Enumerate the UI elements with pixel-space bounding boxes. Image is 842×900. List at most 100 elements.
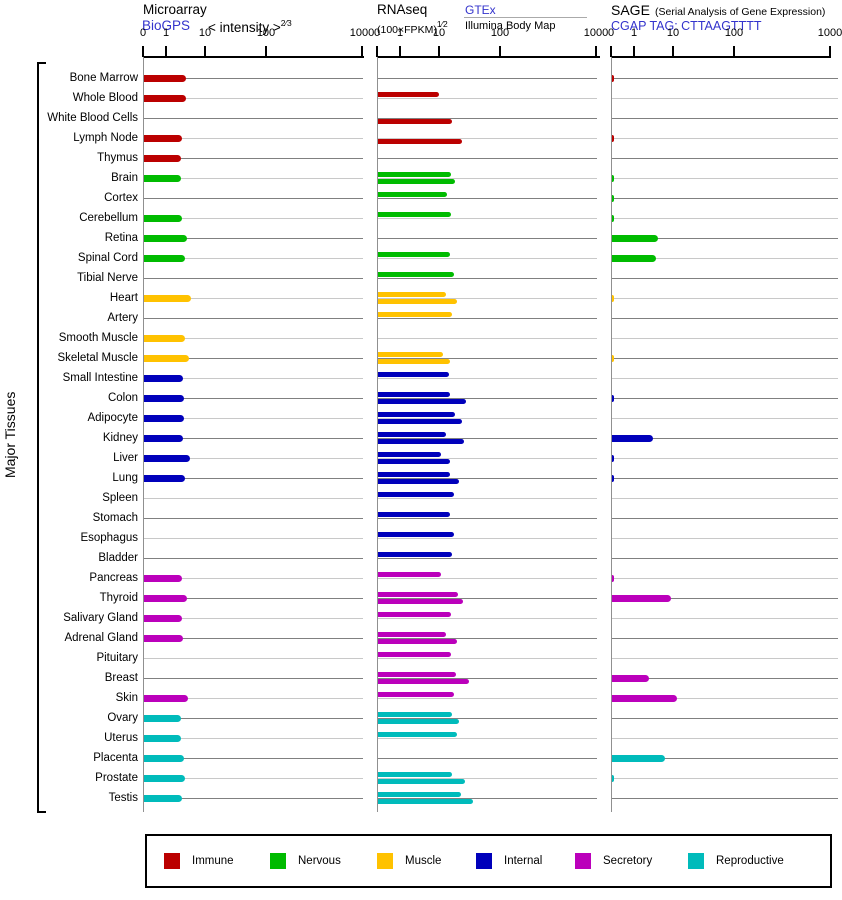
microarray-gridline (144, 458, 363, 459)
rnaseq-gridline (378, 278, 597, 279)
rnaseq-gridline (378, 258, 597, 259)
sage-gridline (612, 398, 838, 399)
gtex-link[interactable]: GTEx (465, 3, 496, 17)
sage-axis-tick (610, 46, 612, 57)
sage-axis-tick-label: 100 (724, 27, 744, 39)
sage-axis-tick (733, 46, 735, 57)
rnaseq-axis-tick (595, 46, 597, 57)
tissue-label-pancreas: Pancreas (89, 572, 138, 584)
legend-label-secretory: Secretory (603, 855, 653, 867)
microarray-gridline (144, 358, 363, 359)
rnaseq-illumina-bar-testis (378, 799, 474, 804)
microarray-axis-tick (165, 46, 167, 57)
rnaseq-gridline (378, 378, 597, 379)
rnaseq-gridline (378, 478, 597, 479)
sage-gridline (612, 478, 838, 479)
sage-gridline (612, 378, 838, 379)
microarray-axis-tick-label: 10 (198, 27, 212, 39)
microarray-bar-skin (144, 695, 189, 702)
rnaseq-gtex-bar-kidney (378, 432, 446, 437)
rnaseq-gtex-bar-heart (378, 292, 446, 297)
sage-axis-tick-label: 1 (630, 27, 638, 39)
microarray-bar-smooth-muscle (144, 335, 186, 342)
rnaseq-gridline (378, 798, 597, 799)
tissue-label-lung: Lung (112, 472, 138, 484)
sage-axis-line (611, 56, 831, 58)
microarray-gridline (144, 218, 363, 219)
sage-gridline (612, 598, 838, 599)
legend-label-immune: Immune (192, 855, 234, 867)
rnaseq-gtex-bar-whole-blood (378, 92, 440, 97)
rnaseq-gridline (378, 638, 597, 639)
tissue-label-adrenal-gland: Adrenal Gland (64, 632, 138, 644)
microarray-gridline (144, 498, 363, 499)
rnaseq-gtex-bar-pancreas (378, 572, 442, 577)
tissue-label-tibial-nerve: Tibial Nerve (77, 272, 138, 284)
microarray-gridline (144, 398, 363, 399)
sage-title: SAGE (611, 2, 650, 18)
rnaseq-gridline (378, 98, 597, 99)
rnaseq-gridline (378, 698, 597, 699)
microarray-bar-adipocyte (144, 415, 184, 422)
sage-gridline (612, 618, 838, 619)
rnaseq-illumina-bar-breast (378, 679, 470, 684)
sage-gridline (612, 278, 838, 279)
microarray-bar-adrenal-gland (144, 635, 184, 642)
sage-gridline (612, 158, 838, 159)
microarray-bar-lymph-node (144, 135, 182, 142)
rnaseq-gtex-bar-brain (378, 172, 451, 177)
microarray-bar-heart (144, 295, 191, 302)
microarray-gridline (144, 758, 363, 759)
rnaseq-gridline (378, 238, 597, 239)
biogps-link[interactable]: BioGPS (142, 18, 191, 33)
rnaseq-gtex-bar-stomach (378, 512, 450, 517)
rnaseq-illumina-bar-brain (378, 179, 455, 184)
microarray-gridline (144, 318, 363, 319)
legend-swatch-immune (164, 853, 180, 869)
microarray-gridline (144, 118, 363, 119)
rnaseq-gridline (378, 178, 597, 179)
microarray-gridline (144, 558, 363, 559)
microarray-gridline (144, 798, 363, 799)
microarray-panel-border (143, 57, 144, 812)
microarray-gridline (144, 658, 363, 659)
microarray-gridline (144, 738, 363, 739)
sage-axis-tick (829, 46, 831, 57)
rnaseq-axis-tick (399, 46, 401, 57)
sage-gridline (612, 318, 838, 319)
bracket (37, 62, 39, 813)
rnaseq-gridline (378, 298, 597, 299)
legend-label-nervous: Nervous (298, 855, 341, 867)
tissue-label-brain: Brain (111, 172, 138, 184)
rnaseq-gridline (378, 318, 597, 319)
rnaseq-title: RNAseq (377, 2, 428, 17)
tissue-label-lymph-node: Lymph Node (73, 132, 138, 144)
sage-gridline (612, 258, 838, 259)
microarray-unit-exponent: 2⁄3 (280, 18, 292, 28)
microarray-gridline (144, 418, 363, 419)
legend-label-reproductive: Reproductive (716, 855, 784, 867)
rnaseq-axis-tick-label: 10 (432, 27, 446, 39)
microarray-gridline (144, 98, 363, 99)
rnaseq-illumina-bar-adipocyte (378, 419, 463, 424)
microarray-title: Microarray (143, 2, 207, 17)
rnaseq-gtex-bar-adipocyte (378, 412, 455, 417)
rnaseq-gridline (378, 558, 597, 559)
rnaseq-gridline (378, 718, 597, 719)
rnaseq-gtex-bar-pituitary (378, 652, 451, 657)
rnaseq-gridline (378, 338, 597, 339)
rnaseq-illumina-bar-liver (378, 459, 450, 464)
legend-swatch-reproductive (688, 853, 704, 869)
microarray-bar-salivary-gland (144, 615, 182, 622)
legend-swatch-nervous (270, 853, 286, 869)
cgap-link[interactable]: CGAP TAG: CTTAAGTTTT (611, 19, 762, 33)
sage-gridline (612, 338, 838, 339)
rnaseq-gtex-bar-spinal-cord (378, 252, 450, 257)
gtex-underline (464, 17, 587, 18)
sage-gridline (612, 758, 838, 759)
microarray-gridline (144, 578, 363, 579)
rnaseq-gridline (378, 678, 597, 679)
microarray-bar-small-intestine (144, 375, 184, 382)
microarray-gridline (144, 238, 363, 239)
